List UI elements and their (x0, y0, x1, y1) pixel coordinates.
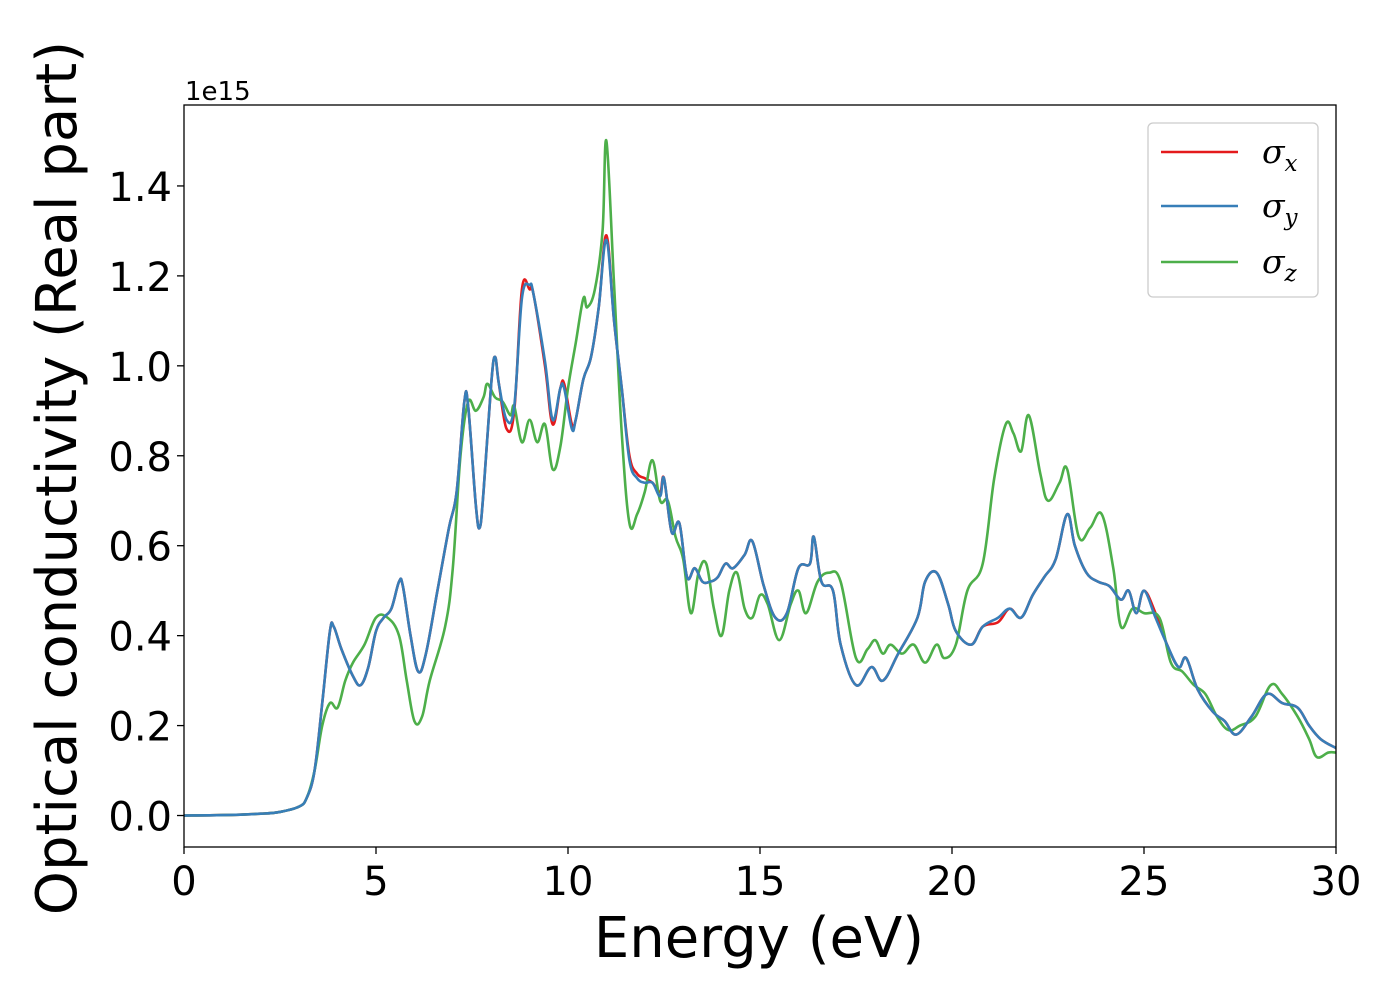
y-axis-ticks: 0.0 0.2 0.4 0.6 0.8 1.0 1.2 1.4 (108, 165, 184, 841)
y-axis-title: Optical conductivity (Real part) (25, 41, 90, 915)
y-tick-label: 1.4 (108, 165, 172, 211)
y-tick-label: 0.6 (108, 525, 172, 571)
x-tick-label: 30 (1311, 859, 1362, 905)
legend-box (1147, 122, 1319, 298)
y-tick-label: 0.2 (108, 705, 172, 751)
x-tick-label: 20 (927, 859, 978, 905)
x-axis-title: Energy (eV) (594, 906, 924, 971)
legend: σx σy σz (1147, 122, 1319, 298)
y-tick-label: 1.0 (108, 345, 172, 391)
legend-label-x: σx (1262, 132, 1298, 177)
x-axis-ticks: 0 5 10 15 20 25 30 (171, 847, 1361, 905)
x-tick-label: 0 (171, 859, 196, 905)
y-tick-label: 0.8 (108, 435, 172, 481)
series-layer (184, 138, 1336, 817)
legend-entries: σx σy σz (1161, 132, 1299, 287)
x-tick-label: 25 (1119, 859, 1170, 905)
y-tick-label: 0.4 (108, 615, 172, 661)
y-tick-label: 1.2 (108, 255, 172, 301)
y-tick-label: 0.0 (108, 795, 172, 841)
x-tick-label: 10 (543, 859, 594, 905)
legend-label-z: σz (1262, 242, 1298, 287)
plot-area (184, 105, 1336, 847)
x-tick-label: 15 (735, 859, 786, 905)
x-tick-label: 5 (363, 859, 388, 905)
series-line-y (184, 238, 1336, 817)
series-line-z (184, 138, 1336, 817)
y-axis-offset-label: 1e15 (185, 77, 251, 107)
legend-label-y: σy (1262, 186, 1299, 231)
